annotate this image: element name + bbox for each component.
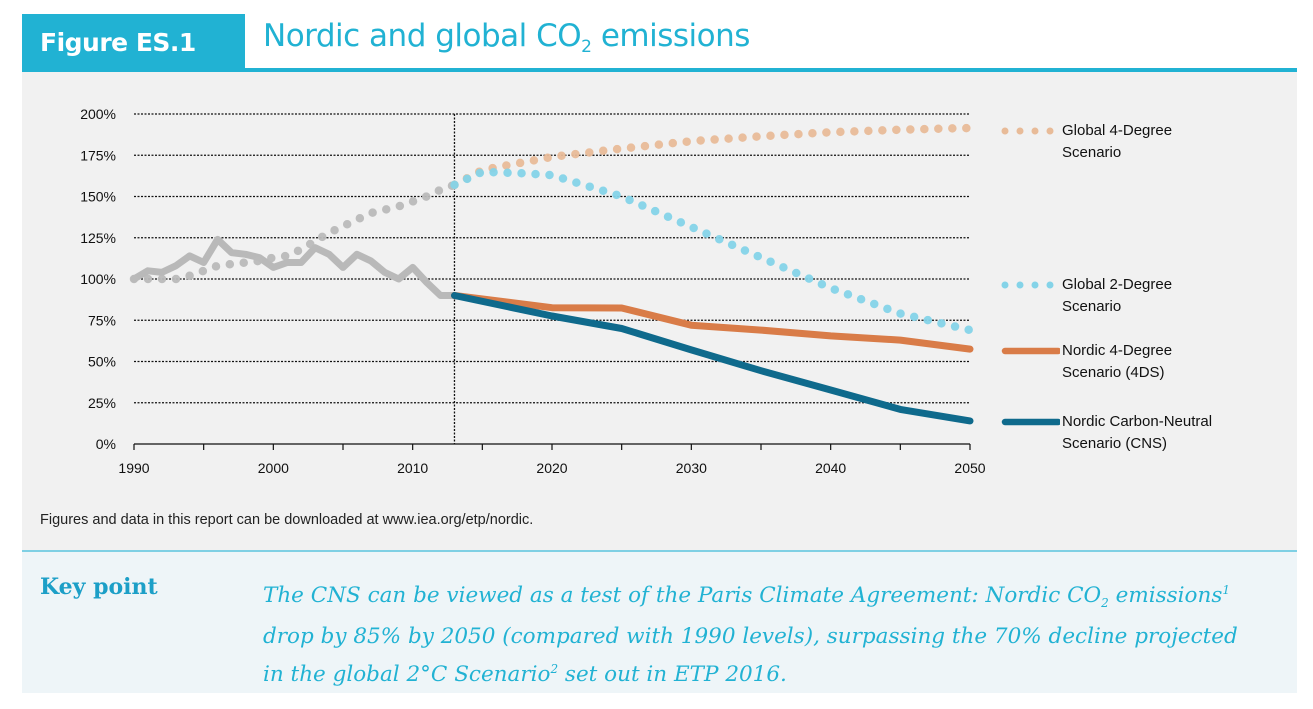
key-point-text-part: 1 — [1222, 583, 1231, 597]
x-tick-label: 2040 — [815, 460, 846, 476]
title-subscript: 2 — [581, 37, 592, 57]
y-tick-label: 125% — [80, 230, 116, 246]
series-line-2 — [450, 123, 975, 190]
x-tick-label: 2020 — [536, 460, 567, 476]
y-tick-label: 100% — [80, 271, 116, 287]
x-tick-label: 2000 — [258, 460, 289, 476]
title-main: Nordic and global CO — [263, 18, 582, 54]
title-rule — [22, 68, 1297, 72]
grid — [134, 113, 970, 404]
key-point-text-part: emissions — [1108, 583, 1223, 608]
key-point-text: The CNS can be viewed as a test of the P… — [263, 574, 1263, 691]
y-tick-label: 25% — [88, 395, 116, 411]
key-point-text-part: 2 — [550, 662, 559, 676]
chart-panel — [22, 72, 1297, 550]
series-line-0 — [130, 235, 458, 299]
series-line-1 — [129, 180, 459, 284]
legend-label: Global 2-Degree Scenario — [1062, 276, 1173, 315]
title-end: emissions — [591, 18, 751, 54]
y-tick-label: 200% — [80, 106, 116, 122]
x-tick-label: 2010 — [397, 460, 428, 476]
series-line-3 — [450, 167, 975, 335]
legend-swatch — [1001, 347, 1060, 355]
figure-label: Figure ES.1 — [22, 14, 245, 70]
key-point-panel — [22, 552, 1297, 693]
key-point-text-part: 2 — [1101, 596, 1109, 610]
key-point-divider — [22, 550, 1297, 552]
legend-label: Nordic 4-Degree Scenario (4DS) — [1062, 342, 1173, 381]
series-lines — [129, 123, 975, 425]
y-tick-label: 175% — [80, 147, 116, 163]
key-point-text-part: set out in ETP 2016. — [558, 662, 787, 687]
legend-swatch — [1001, 281, 1060, 289]
key-point-text-part: The CNS can be viewed as a test of the P… — [263, 583, 1102, 608]
chart-title: Nordic and global CO2 emissions — [263, 18, 750, 57]
y-tick-label: 75% — [88, 312, 116, 328]
legend-swatch — [1001, 418, 1060, 426]
legend-label: Global 4-Degree Scenario — [1062, 122, 1173, 161]
y-tick-label: 50% — [88, 354, 116, 370]
legend-label: Nordic Carbon-Neutral Scenario (CNS) — [1062, 413, 1213, 452]
x-tick-label: 1990 — [118, 460, 149, 476]
key-point-text-part: drop by 85% by 2050 (compared with 1990 … — [263, 624, 1238, 687]
axes: 0% 25% 50% 75% 100% 125% 150% 175% 200% 1990 2000 2… — [80, 106, 986, 476]
y-tick-label: 150% — [80, 189, 116, 205]
legend-swatch — [1001, 127, 1060, 135]
series-line-5 — [451, 292, 974, 425]
key-point-label: Key point — [40, 574, 158, 600]
series-line-4 — [451, 292, 974, 353]
download-note: Figures and data in this report can be d… — [40, 512, 534, 528]
x-tick-label: 2050 — [954, 460, 985, 476]
y-tick-label: 0% — [96, 436, 116, 452]
x-tick-label: 2030 — [676, 460, 707, 476]
